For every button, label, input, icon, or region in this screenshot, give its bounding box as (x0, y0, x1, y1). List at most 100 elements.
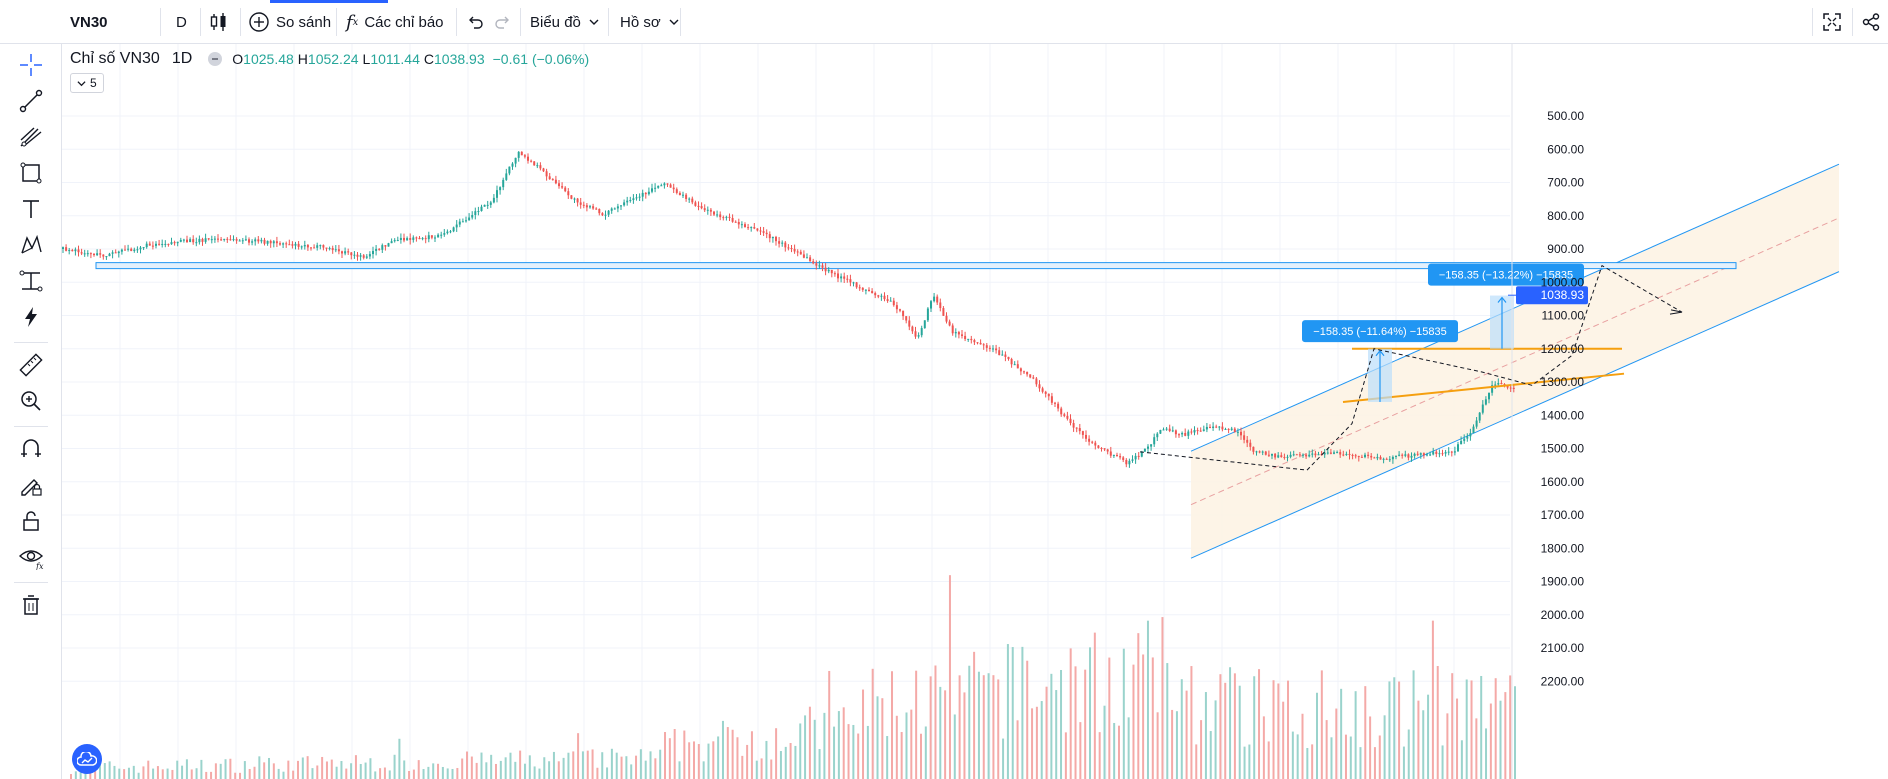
volume-bar (1021, 646, 1024, 779)
profile-menu-button[interactable]: Hồ sơ (620, 0, 685, 44)
candle-body (158, 243, 161, 245)
candle-body (1088, 438, 1091, 442)
hide-tool[interactable]: fx (12, 542, 50, 576)
candle-body (372, 250, 374, 255)
candle-body (492, 197, 495, 203)
zoom-tool[interactable] (12, 386, 50, 420)
volume-bar (190, 769, 193, 779)
share-button[interactable] (1862, 0, 1886, 44)
candle-body (1252, 446, 1255, 452)
volume-bar (234, 772, 237, 779)
candle-body (229, 239, 232, 241)
candle-body (297, 243, 300, 247)
volume-bar (1320, 670, 1323, 779)
symbol-search-button[interactable]: VN30 (70, 0, 108, 44)
candle-body (350, 252, 353, 256)
candle-body (1407, 454, 1410, 458)
volume-bar (919, 733, 922, 779)
rectangle-tool[interactable] (12, 158, 50, 192)
candle-body (1078, 428, 1081, 432)
compare-button[interactable]: So sánh (248, 0, 331, 44)
unlock-icon (18, 508, 44, 539)
price-chart[interactable]: −158.35 (−11.64%) −15835 −158.35 (−13.22%… (62, 44, 1888, 779)
volume-bar (1156, 712, 1159, 779)
open-value: 1025.48 (243, 51, 294, 67)
volume-bar (900, 732, 903, 779)
fullscreen-button[interactable] (1822, 0, 1848, 44)
candle-body (77, 249, 80, 253)
candle-body (871, 291, 874, 294)
candle-body (861, 287, 864, 290)
candle-body (874, 293, 877, 296)
volume-bar (79, 769, 82, 779)
candle-body (83, 253, 86, 255)
redo-button[interactable] (494, 0, 518, 44)
candle-body (303, 245, 306, 247)
volume-bar (171, 769, 174, 779)
undo-button[interactable] (466, 0, 490, 44)
projection-tool[interactable] (12, 266, 50, 300)
candle-body (1373, 457, 1376, 459)
candle-body (365, 256, 368, 258)
crosshair-tool[interactable] (12, 50, 50, 84)
candle-body (694, 202, 697, 206)
pitchfork-tool[interactable] (12, 122, 50, 156)
candle-body (877, 295, 880, 297)
candle-body (117, 251, 120, 254)
candle-body (592, 206, 595, 209)
candle-body (1243, 435, 1246, 440)
volume-bar (1103, 705, 1106, 779)
candle-body (1072, 423, 1075, 428)
watermark-logo[interactable] (72, 744, 102, 774)
volume-bar (70, 774, 72, 779)
candle-body (951, 325, 954, 334)
volume-bar (712, 741, 715, 779)
chart-style-button[interactable] (208, 0, 236, 44)
volume-bar (263, 762, 266, 779)
volume-bar (519, 750, 522, 779)
lock-all-tool[interactable] (12, 506, 50, 540)
candle-body (1174, 430, 1177, 435)
candle-body (260, 239, 263, 242)
chart-menu-button[interactable]: Biểu đồ (530, 0, 605, 44)
volume-bar (789, 743, 792, 779)
text-tool[interactable] (12, 194, 50, 228)
candle-body (471, 214, 474, 218)
candle-body (1500, 383, 1503, 385)
candle-body (1143, 448, 1146, 452)
candle-body (1286, 456, 1289, 458)
volume-bar (239, 772, 242, 779)
volume-bar (176, 760, 179, 779)
trend-line-tool[interactable] (12, 86, 50, 120)
legend-status-dot[interactable] (208, 52, 223, 66)
interval-button[interactable]: D (176, 0, 187, 44)
ruler-tool[interactable] (12, 350, 50, 384)
chart-pane[interactable]: −158.35 (−11.64%) −15835 −158.35 (−13.22%… (62, 44, 1888, 779)
candle-body (647, 191, 650, 195)
pattern-tool[interactable] (12, 230, 50, 264)
volume-bar (1185, 690, 1188, 779)
candle-body (1131, 459, 1134, 461)
candle-body (96, 253, 99, 256)
candle-body (1388, 459, 1391, 461)
candle-body (781, 242, 784, 244)
volume-bar (1127, 717, 1130, 779)
volume-bar (108, 761, 111, 779)
candle-body (799, 251, 802, 255)
candle-body (468, 217, 471, 221)
remove-drawings-tool[interactable] (12, 590, 50, 624)
volume-bar (287, 760, 290, 779)
quick-draw-tool[interactable] (12, 302, 50, 336)
candle-body (1001, 354, 1004, 356)
volume-bar (1325, 720, 1328, 779)
symbol-label: VN30 (70, 13, 108, 31)
candle-body (1463, 438, 1466, 441)
candle-body (238, 240, 241, 242)
volume-bar (688, 742, 691, 779)
magnet-tool[interactable] (12, 434, 50, 468)
lock-drawing-tool[interactable] (12, 470, 50, 504)
candle-body (412, 237, 415, 240)
indicators-collapse-button[interactable]: 5 (70, 73, 104, 93)
candle-body (691, 198, 694, 203)
